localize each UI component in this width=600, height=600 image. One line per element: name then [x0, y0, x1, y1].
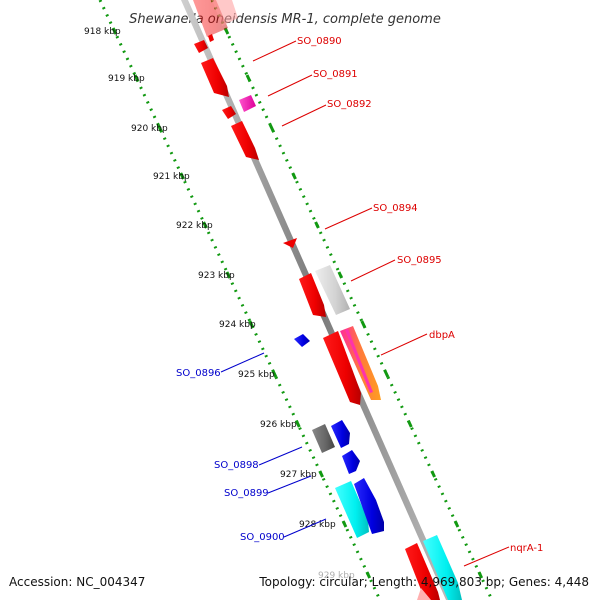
scale-tick	[477, 571, 484, 579]
scale-tick	[383, 370, 390, 378]
scale-tick	[407, 420, 413, 428]
scale-label: 921 kbp	[153, 172, 190, 182]
scale-tracks	[98, 0, 494, 600]
gene-feature[interactable]	[405, 543, 440, 600]
topology-text: Topology: circular; Length: 4,969,803 bp…	[258, 575, 589, 589]
scale-tick	[337, 271, 344, 279]
gene-label-so0898[interactable]: SO_0898	[214, 460, 259, 471]
scale-label: 924 kbp	[219, 320, 256, 330]
gene-label-dbpa[interactable]: dbpA	[429, 330, 455, 341]
scale-tick	[225, 271, 232, 279]
scale-label: 925 kbp	[238, 370, 275, 380]
scale-tick	[365, 571, 372, 579]
gene-label-nqra1[interactable]: nqrA-1	[510, 543, 543, 554]
scale-tick	[360, 320, 366, 328]
scale-label: 918 kbp	[84, 27, 121, 37]
gene-feature[interactable]	[239, 95, 256, 112]
scale-tick	[111, 27, 118, 35]
scale-ticks	[111, 27, 484, 579]
label-leader-lines	[220, 40, 510, 567]
gene-label-so0890[interactable]: SO_0890	[297, 36, 342, 47]
gene-label-so0891[interactable]: SO_0891	[313, 69, 358, 80]
scale-tick	[202, 221, 208, 229]
gene-labels-reverse: SO_0896 SO_0898 SO_0899 SO_0900	[176, 368, 285, 543]
scale-tick	[133, 74, 140, 82]
gene-feature[interactable]	[354, 478, 384, 534]
gene-label-so0896[interactable]: SO_0896	[176, 368, 221, 379]
scale-tick	[179, 172, 185, 180]
gene-label-so0895[interactable]: SO_0895	[397, 255, 442, 266]
scale-label: 922 kbp	[176, 221, 213, 231]
scale-tick	[318, 470, 324, 478]
scale-tick	[430, 470, 436, 478]
gene-feature[interactable]	[417, 588, 431, 600]
scale-label: 920 kbp	[131, 124, 168, 134]
scale-tick	[295, 420, 301, 428]
gene-feature[interactable]	[231, 121, 259, 160]
gene-feature[interactable]	[312, 424, 335, 453]
scale-tick	[271, 370, 278, 378]
gene-feature[interactable]	[194, 40, 208, 53]
scale-label: 927 kbp	[280, 470, 317, 480]
gene-feature[interactable]	[212, 0, 238, 26]
scale-label: 923 kbp	[198, 271, 235, 281]
gene-feature[interactable]	[222, 106, 236, 119]
scale-label: 926 kbp	[260, 420, 297, 430]
gene-feature[interactable]	[299, 273, 326, 317]
gene-feature[interactable]	[323, 331, 361, 405]
gene-label-so0892[interactable]: SO_0892	[327, 99, 372, 110]
gene-labels-forward: SO_0890 SO_0891 SO_0892 SO_0894 SO_0895 …	[297, 36, 543, 554]
gene-feature[interactable]	[423, 535, 462, 600]
scale-label: 919 kbp	[108, 74, 145, 84]
gene-feature[interactable]	[283, 238, 297, 248]
scale-tick	[341, 520, 348, 528]
scale-tick	[314, 221, 320, 229]
scale-label: 928 kbp	[299, 520, 336, 530]
map-title: Shewanella oneidensis MR-1, complete gen…	[129, 12, 441, 27]
scale-label: 929 kbp	[318, 571, 355, 581]
gene-feature[interactable]	[315, 265, 350, 315]
scale-tick	[156, 124, 163, 132]
scale-labels: 918 kbp 919 kbp 920 kbp 921 kbp 922 kbp …	[84, 27, 355, 581]
gene-feature[interactable]	[331, 420, 350, 448]
gene-label-so0894[interactable]: SO_0894	[373, 203, 418, 214]
gene-feature[interactable]	[201, 58, 229, 97]
gene-features	[193, 0, 462, 600]
scale-tick	[453, 520, 460, 528]
accession-text: Accession: NC_004347	[9, 575, 145, 589]
gene-feature[interactable]	[345, 329, 373, 393]
gene-feature[interactable]	[294, 334, 310, 347]
gene-feature[interactable]	[342, 450, 360, 474]
gene-label-so0900[interactable]: SO_0900	[240, 532, 285, 543]
gene-feature[interactable]	[335, 481, 369, 538]
scale-tick	[245, 74, 252, 82]
gene-feature[interactable]	[208, 34, 214, 42]
gene-label-so0899[interactable]: SO_0899	[224, 488, 269, 499]
scale-tick	[248, 320, 254, 328]
scale-tick	[291, 172, 297, 180]
scale-tick	[268, 124, 275, 132]
